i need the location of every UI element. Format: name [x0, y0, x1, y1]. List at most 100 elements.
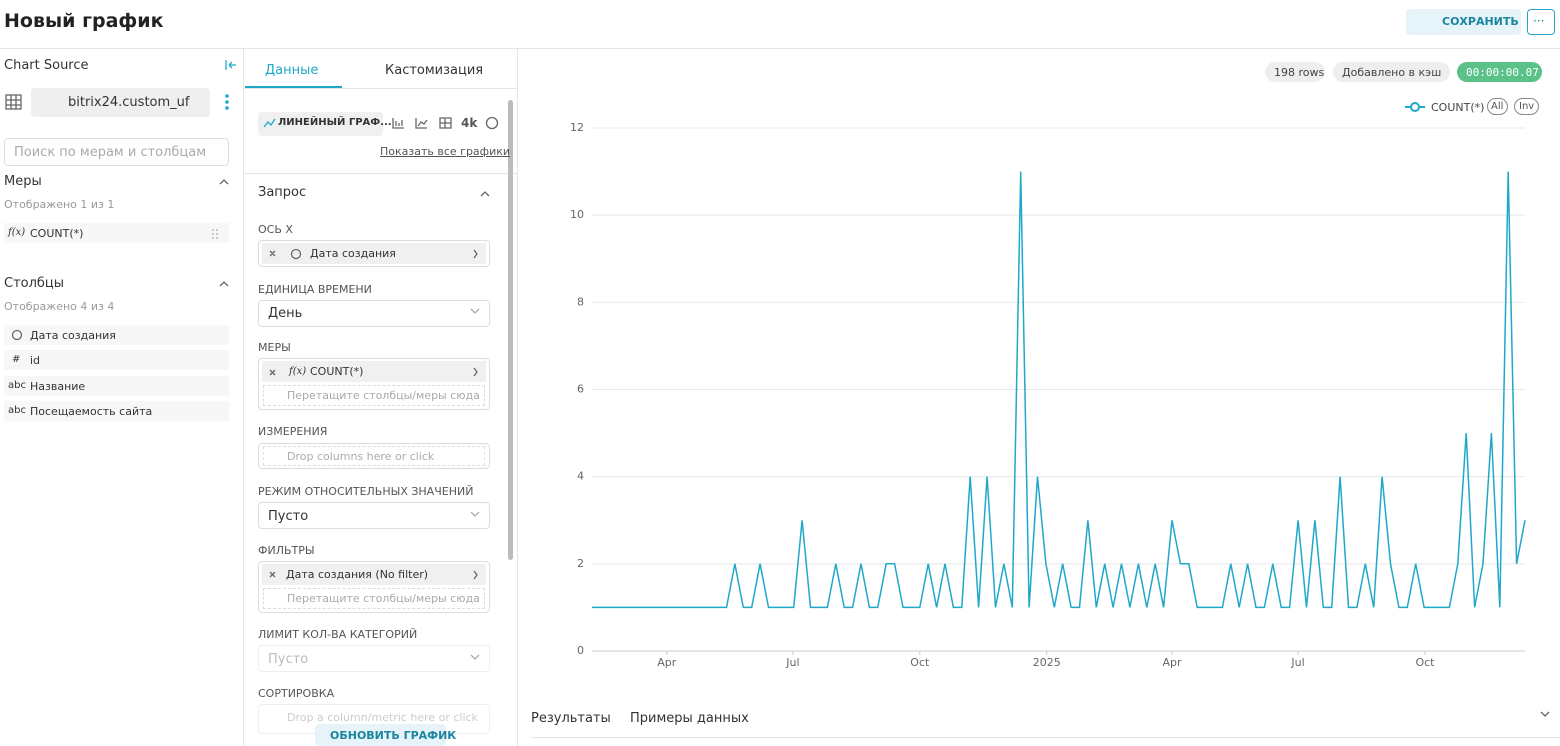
- panel-title: Chart Source: [4, 58, 89, 73]
- section-title[interactable]: Запрос: [258, 185, 307, 200]
- y-tick-label: 12: [570, 121, 584, 134]
- item-name[interactable]: id: [30, 354, 41, 367]
- column-item[interactable]: [4, 376, 229, 396]
- save-label[interactable]: СОХРАНИТЬ: [1442, 15, 1519, 28]
- dimensions-drop[interactable]: [263, 446, 485, 466]
- y-tick-label: 6: [577, 383, 584, 396]
- x-tick-label: Jul: [1290, 656, 1304, 669]
- item-name[interactable]: Дата создания: [30, 329, 116, 342]
- panel-divider: [517, 48, 518, 746]
- table-icon-grid: [6, 95, 21, 109]
- drop-placeholder[interactable]: Перетащите столбцы/меры сюда: [287, 389, 480, 402]
- filter-value[interactable]: [262, 564, 486, 585]
- item-icon: #: [12, 354, 21, 365]
- icons: [5, 60, 1550, 717]
- show-all-link[interactable]: Показать все графики: [380, 145, 511, 158]
- field-value[interactable]: Пусто: [268, 509, 309, 524]
- y-tick-label: 4: [577, 470, 584, 483]
- section-title[interactable]: Меры: [4, 174, 42, 189]
- item-name[interactable]: Название: [30, 380, 86, 393]
- y-tick-label: 0: [577, 644, 584, 657]
- field-value[interactable]: День: [268, 306, 303, 321]
- column-item[interactable]: [4, 325, 229, 345]
- item-icon: abc: [8, 380, 26, 391]
- x-tick-label: 2025: [1033, 656, 1061, 669]
- drop-placeholder[interactable]: Drop columns here or click: [287, 450, 435, 463]
- update-label[interactable]: ОБНОВИТЬ ГРАФИК: [330, 729, 457, 742]
- field-label: ИЗМЕРЕНИЯ: [258, 425, 328, 438]
- field-value[interactable]: Дата создания (No filter): [286, 568, 429, 581]
- metric-value[interactable]: [262, 361, 486, 382]
- search-placeholder[interactable]: Поиск по мерам и столбцам: [14, 145, 207, 160]
- y-tick-label: 8: [577, 295, 584, 308]
- series-line: [592, 171, 1526, 609]
- rows-count: 198 rows: [1274, 66, 1325, 79]
- field-value[interactable]: COUNT(*): [310, 365, 364, 378]
- cache-chip: [1333, 62, 1450, 82]
- y-tick-label: 2: [577, 557, 584, 570]
- panel-divider: [243, 48, 244, 746]
- scrollbar: [508, 100, 513, 560]
- chart-type[interactable]: ЛИНЕЙНЫЙ ГРАФ...: [278, 117, 392, 128]
- filter-drop[interactable]: [263, 588, 485, 609]
- legend-all[interactable]: [1487, 98, 1508, 115]
- item-name[interactable]: Посещаемость сайта: [30, 405, 153, 418]
- dataset-box[interactable]: [31, 88, 210, 117]
- limit-select[interactable]: [258, 645, 490, 672]
- results-tab[interactable]: Примеры данных: [630, 711, 749, 726]
- column-item[interactable]: [4, 401, 229, 421]
- field-value[interactable]: Дата создания: [310, 247, 396, 260]
- relative-select[interactable]: [258, 502, 490, 529]
- sort-control[interactable]: [258, 704, 490, 734]
- more-label[interactable]: ···: [1533, 14, 1545, 28]
- filters-control[interactable]: [258, 561, 490, 613]
- field-label: ФИЛЬТРЫ: [258, 544, 315, 557]
- drop-placeholder[interactable]: Перетащите столбцы/меры сюда: [287, 592, 480, 605]
- metric-drop[interactable]: [263, 385, 485, 406]
- results-divider: [531, 737, 1560, 738]
- measure-item[interactable]: [4, 223, 229, 243]
- rows-chip: [1265, 62, 1325, 82]
- legend-inv[interactable]: [1514, 98, 1539, 115]
- chart-type-chip[interactable]: [258, 112, 383, 136]
- field-label: ЕДИНИЦА ВРЕМЕНИ: [258, 283, 372, 296]
- item-icon: abc: [8, 405, 26, 416]
- field-value[interactable]: Пусто: [268, 652, 309, 667]
- search-input[interactable]: [4, 138, 229, 166]
- chart-type-4k[interactable]: 4k: [461, 116, 478, 130]
- save-button[interactable]: [1406, 9, 1521, 35]
- active-tab-underline: [245, 86, 342, 88]
- item-name[interactable]: COUNT(*): [30, 227, 84, 240]
- legend-control[interactable]: All: [1491, 101, 1504, 112]
- more-button[interactable]: [1527, 9, 1555, 35]
- timer: 00:00:00.07: [1466, 66, 1539, 79]
- x-tick-label: Jul: [785, 656, 799, 669]
- tabs-divider: [244, 88, 517, 89]
- x-tick-label: Oct: [1415, 656, 1435, 669]
- results-tab[interactable]: Результаты: [531, 711, 611, 726]
- header-divider: [0, 48, 1560, 49]
- column-item[interactable]: [4, 350, 229, 370]
- collapse-icon: [225, 60, 236, 70]
- chart-type-icons: [392, 117, 452, 129]
- metrics-control[interactable]: [258, 358, 490, 410]
- section-title[interactable]: Столбцы: [4, 276, 65, 291]
- legend-control[interactable]: Inv: [1519, 101, 1535, 112]
- tab[interactable]: Кастомизация: [385, 63, 484, 78]
- y-tick-label: 10: [570, 208, 584, 221]
- tab[interactable]: Данные: [265, 63, 319, 78]
- legend-label[interactable]: COUNT(*): [1431, 101, 1485, 114]
- update-button[interactable]: [315, 724, 446, 746]
- time-unit-select[interactable]: [258, 300, 490, 327]
- dataset-name[interactable]: bitrix24.custom_uf: [68, 95, 190, 110]
- field-label: СОРТИРОВКА: [258, 687, 335, 700]
- drop-placeholder[interactable]: Drop a column/metric here or click: [287, 711, 478, 724]
- x-tick-label: Apr: [1162, 656, 1182, 669]
- dimensions-control[interactable]: [258, 443, 490, 469]
- page-title: Новый график: [4, 10, 164, 32]
- field-icon: f(x): [289, 366, 307, 377]
- line-chart: 0 2 4 6 8 10 12 Apr Jul Oct 2025 Apr Jul Oct: [570, 102, 1526, 669]
